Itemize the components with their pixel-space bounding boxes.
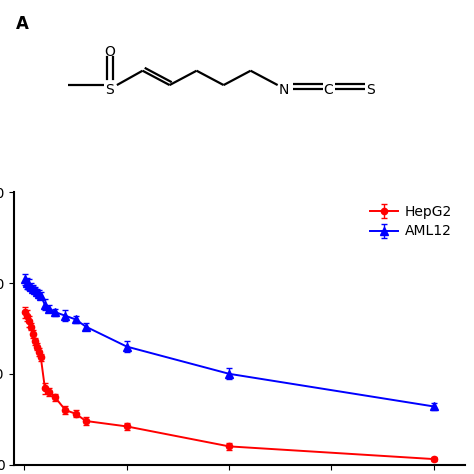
Text: A: A	[16, 15, 28, 33]
Text: C: C	[323, 82, 333, 97]
Text: O: O	[104, 45, 115, 59]
Legend: HepG2, AML12: HepG2, AML12	[365, 200, 457, 244]
Text: N: N	[278, 82, 289, 97]
Text: S: S	[105, 82, 114, 97]
Text: S: S	[366, 82, 375, 97]
